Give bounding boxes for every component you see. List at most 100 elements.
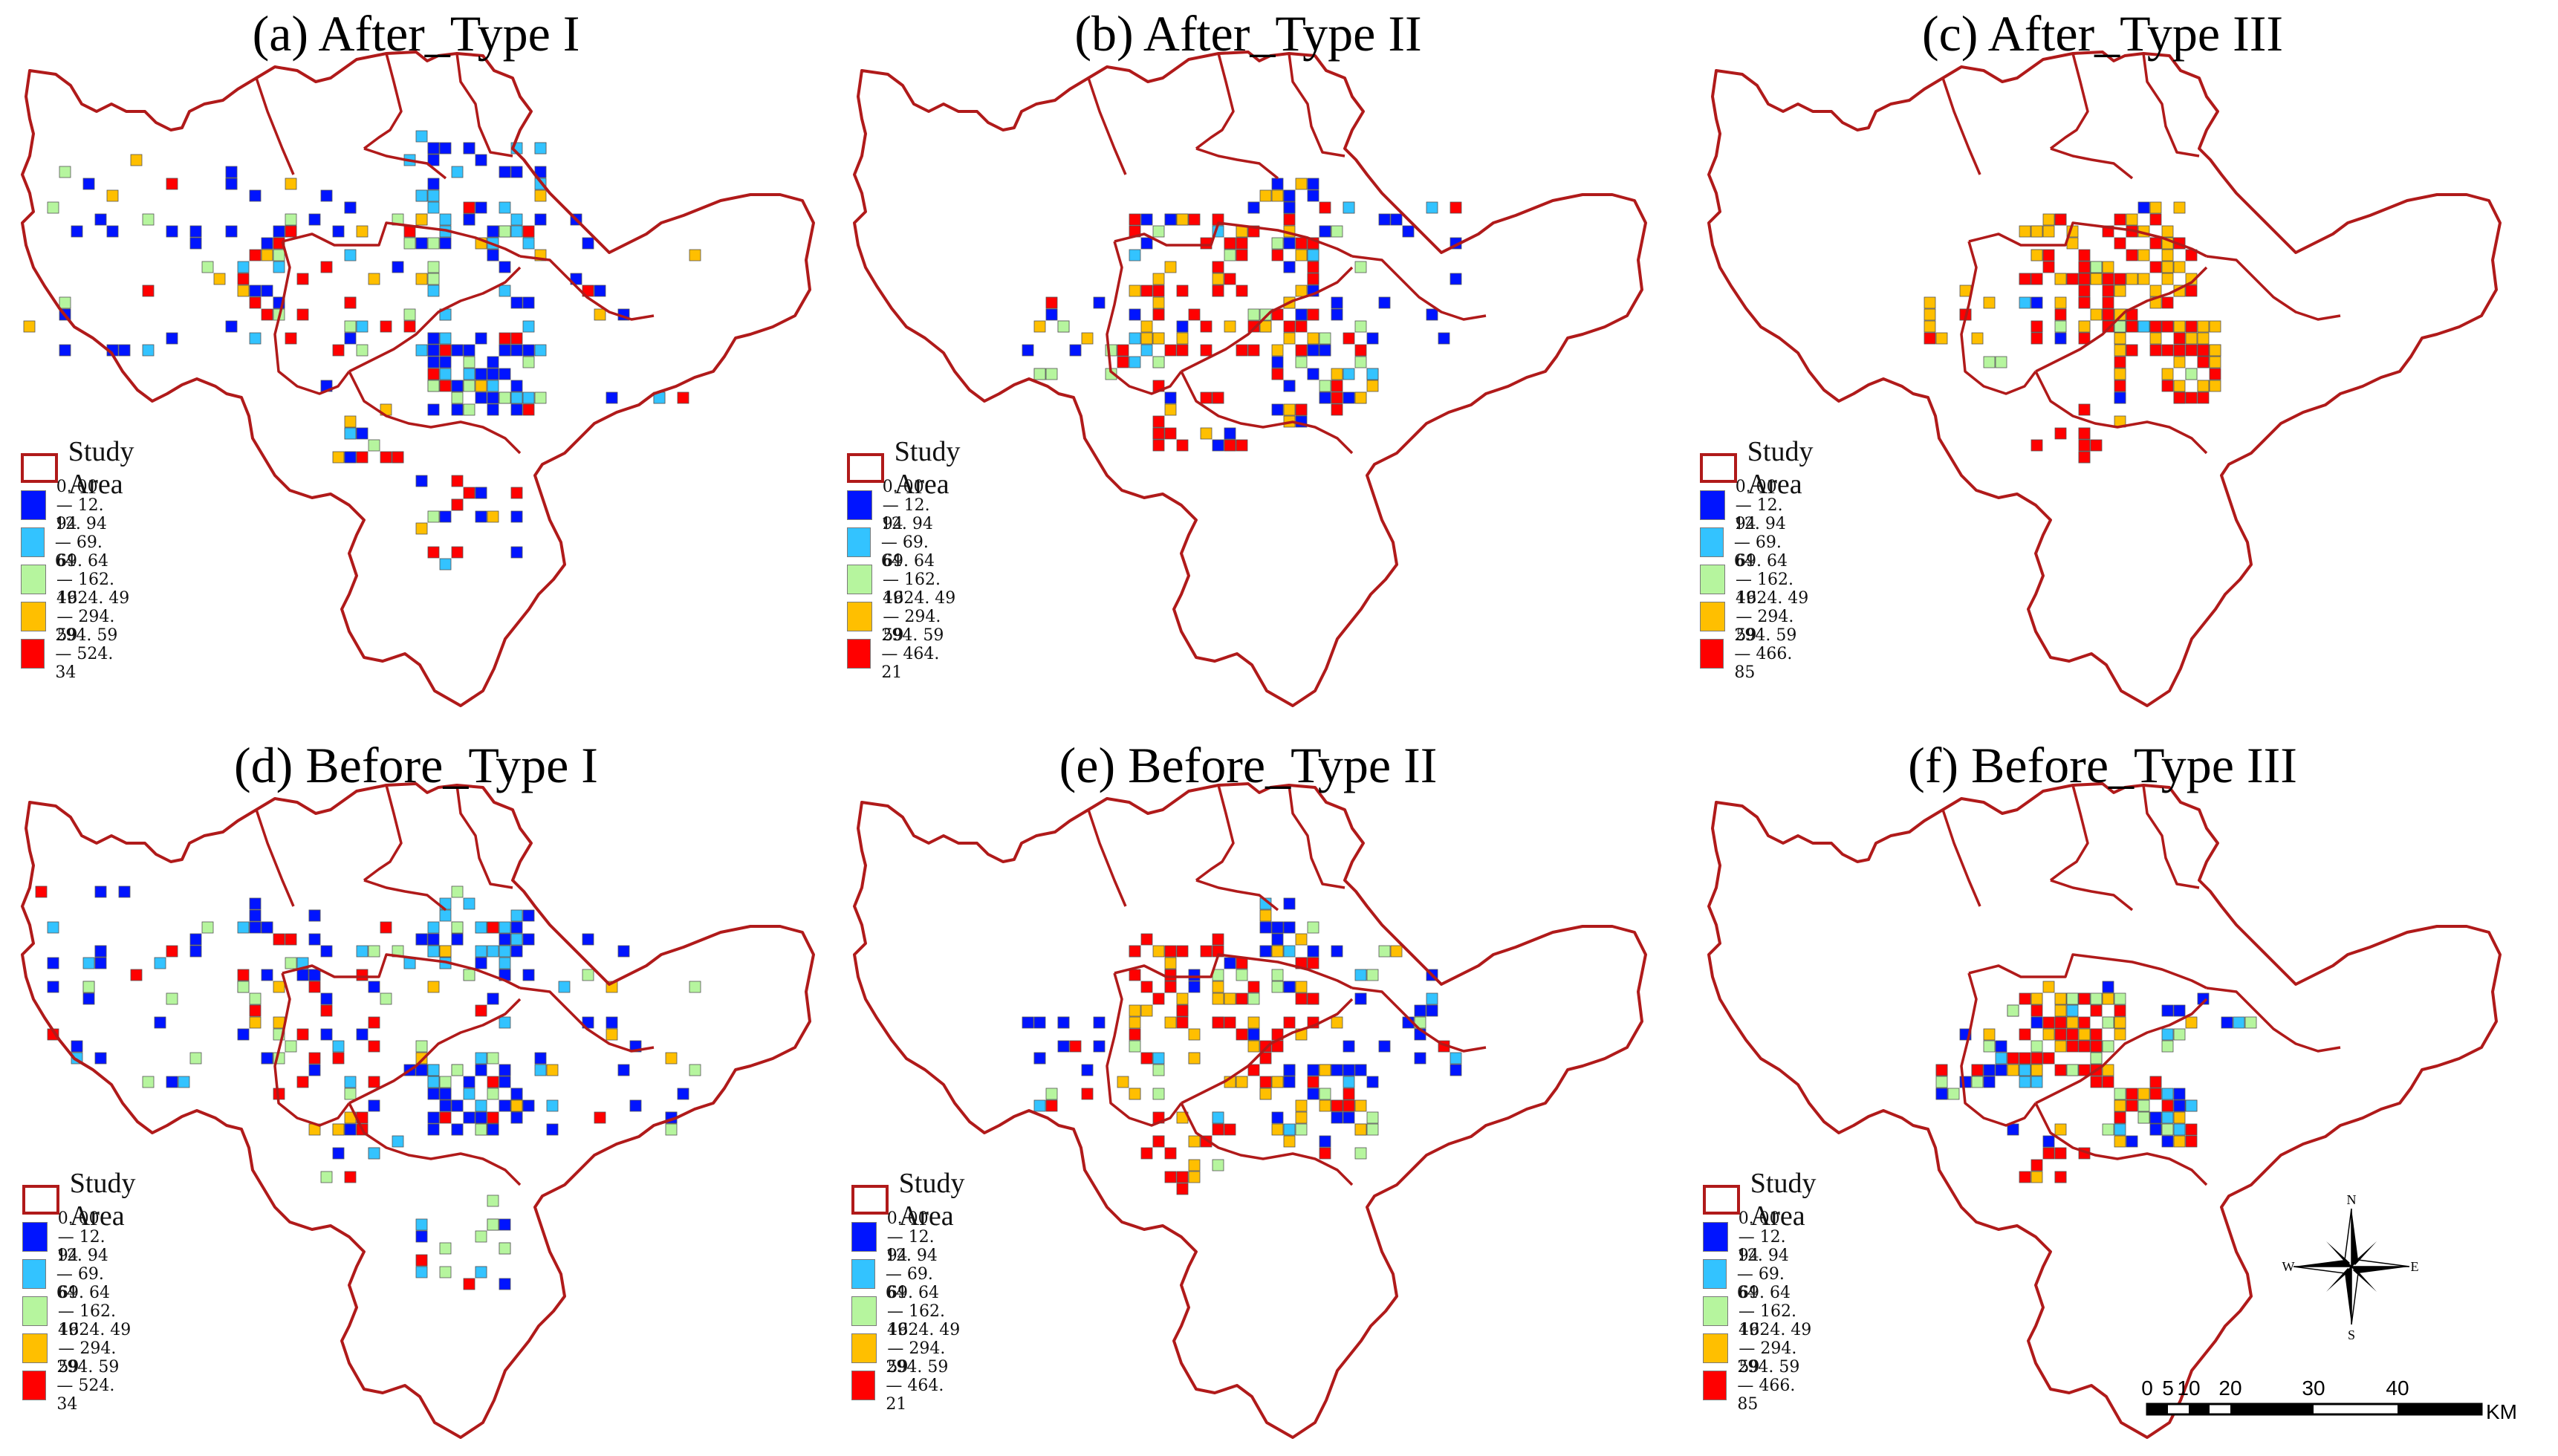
- grid-cell: [522, 344, 535, 357]
- grid-cell: [2042, 261, 2055, 273]
- grid-cell: [1307, 368, 1319, 380]
- grid-cell: [1378, 945, 1391, 958]
- grid-cell: [344, 249, 357, 261]
- grid-cell: [261, 237, 273, 250]
- district-boundary: [363, 879, 447, 911]
- district-boundary: [348, 1102, 522, 1186]
- legend-swatch-4: [1700, 602, 1726, 631]
- grid-cell: [2161, 320, 2174, 333]
- grid-cell: [2114, 237, 2126, 250]
- study-area-map: [853, 51, 1647, 707]
- grid-cell: [1057, 1016, 1070, 1029]
- grid-cell: [1236, 439, 1248, 452]
- grid-cell: [1935, 1064, 1948, 1076]
- grid-cell: [1247, 320, 1260, 333]
- grid-cell: [2078, 1040, 2091, 1053]
- grid-cell: [1176, 992, 1189, 1005]
- grid-cell: [2149, 1088, 2162, 1100]
- grid-cell: [368, 1147, 380, 1160]
- map-panel-b: (b) After_Type II Study Area 0. 00 — 12.…: [832, 0, 1664, 724]
- grid-cell: [2197, 380, 2210, 392]
- grid-cell: [332, 1147, 345, 1160]
- district-boundary: [363, 53, 403, 150]
- grid-cell: [1307, 945, 1319, 958]
- grid-cell: [439, 237, 452, 250]
- grid-cell: [487, 1052, 499, 1065]
- grid-cell: [2078, 249, 2091, 261]
- grid-cell: [273, 249, 285, 261]
- district-boundary: [1195, 784, 1235, 882]
- grid-cell: [1271, 945, 1284, 958]
- grid-cell: [2019, 296, 2031, 309]
- grid-cell: [451, 344, 464, 357]
- grid-cell: [487, 368, 499, 380]
- grid-cell: [1140, 213, 1153, 226]
- grid-cell: [1140, 981, 1153, 993]
- grid-cell: [2031, 992, 2043, 1005]
- grid-cell: [1414, 1052, 1426, 1065]
- grid-cell: [392, 451, 404, 464]
- grid-cell: [2042, 225, 2055, 238]
- grid-cell: [2102, 1123, 2114, 1136]
- grid-cell: [1331, 380, 1343, 392]
- grid-cell: [2031, 1040, 2043, 1053]
- district-boundary: [1114, 221, 1353, 258]
- grid-cell: [427, 546, 440, 559]
- grid-cell: [82, 981, 95, 993]
- grid-cell: [439, 368, 452, 380]
- district-boundary: [1351, 987, 1487, 1053]
- grid-cell: [1283, 237, 1296, 250]
- grid-cell: [2102, 308, 2114, 321]
- grid-cell: [499, 285, 511, 297]
- grid-cell: [261, 921, 273, 934]
- district-boundary: [348, 998, 522, 1105]
- grid-cell: [296, 969, 309, 981]
- grid-cell: [1450, 1064, 1462, 1076]
- grid-cell: [451, 1099, 464, 1112]
- grid-cell: [415, 273, 428, 285]
- grid-cell: [510, 296, 523, 309]
- grid-cell: [439, 558, 452, 571]
- grid-cell: [1152, 356, 1165, 368]
- grid-cell: [427, 1076, 440, 1088]
- grid-cell: [1971, 1076, 1984, 1088]
- district-boundary: [1180, 1102, 1354, 1186]
- grid-cell: [368, 981, 380, 993]
- grid-cell: [427, 510, 440, 523]
- legend-class-label: 69. 64 — 162. 49: [1736, 551, 1794, 608]
- grid-cell: [142, 1076, 155, 1088]
- grid-cell: [344, 1088, 357, 1100]
- grid-cell: [1283, 945, 1296, 958]
- grid-cell: [487, 403, 499, 416]
- grid-cell: [2090, 273, 2103, 285]
- grid-cell: [1295, 1099, 1308, 1112]
- grid-cell: [2031, 249, 2043, 261]
- grid-cell: [427, 201, 440, 214]
- grid-cell: [1152, 285, 1165, 297]
- grid-cell: [1924, 296, 1936, 309]
- grid-cell: [1307, 992, 1319, 1005]
- grid-cell: [1140, 1147, 1153, 1160]
- grid-cell: [332, 1123, 345, 1136]
- grid-cell: [689, 249, 701, 261]
- grid-cell: [1271, 178, 1284, 190]
- grid-cell: [1033, 320, 1046, 333]
- grid-cell: [1283, 1064, 1296, 1076]
- grid-cell: [1307, 189, 1319, 202]
- district-boundary: [273, 972, 351, 1127]
- grid-cell: [2185, 320, 2198, 333]
- legend-swatch-3: [1703, 1296, 1729, 1326]
- panel-title: (c) After_Type III: [1921, 5, 2284, 62]
- scale-unit-label: KM: [2486, 1400, 2517, 1423]
- grid-cell: [1331, 368, 1343, 380]
- scale-tick-label: 40: [2386, 1377, 2409, 1400]
- grid-cell: [1295, 320, 1308, 333]
- compass-e-label: E: [2411, 1259, 2419, 1274]
- grid-cell: [2197, 344, 2210, 357]
- grid-cell: [2185, 344, 2198, 357]
- grid-cell: [2078, 451, 2091, 464]
- grid-cell: [1176, 1171, 1189, 1183]
- grid-cell: [487, 1088, 499, 1100]
- grid-cell: [1200, 237, 1213, 250]
- grid-cell: [546, 1064, 559, 1076]
